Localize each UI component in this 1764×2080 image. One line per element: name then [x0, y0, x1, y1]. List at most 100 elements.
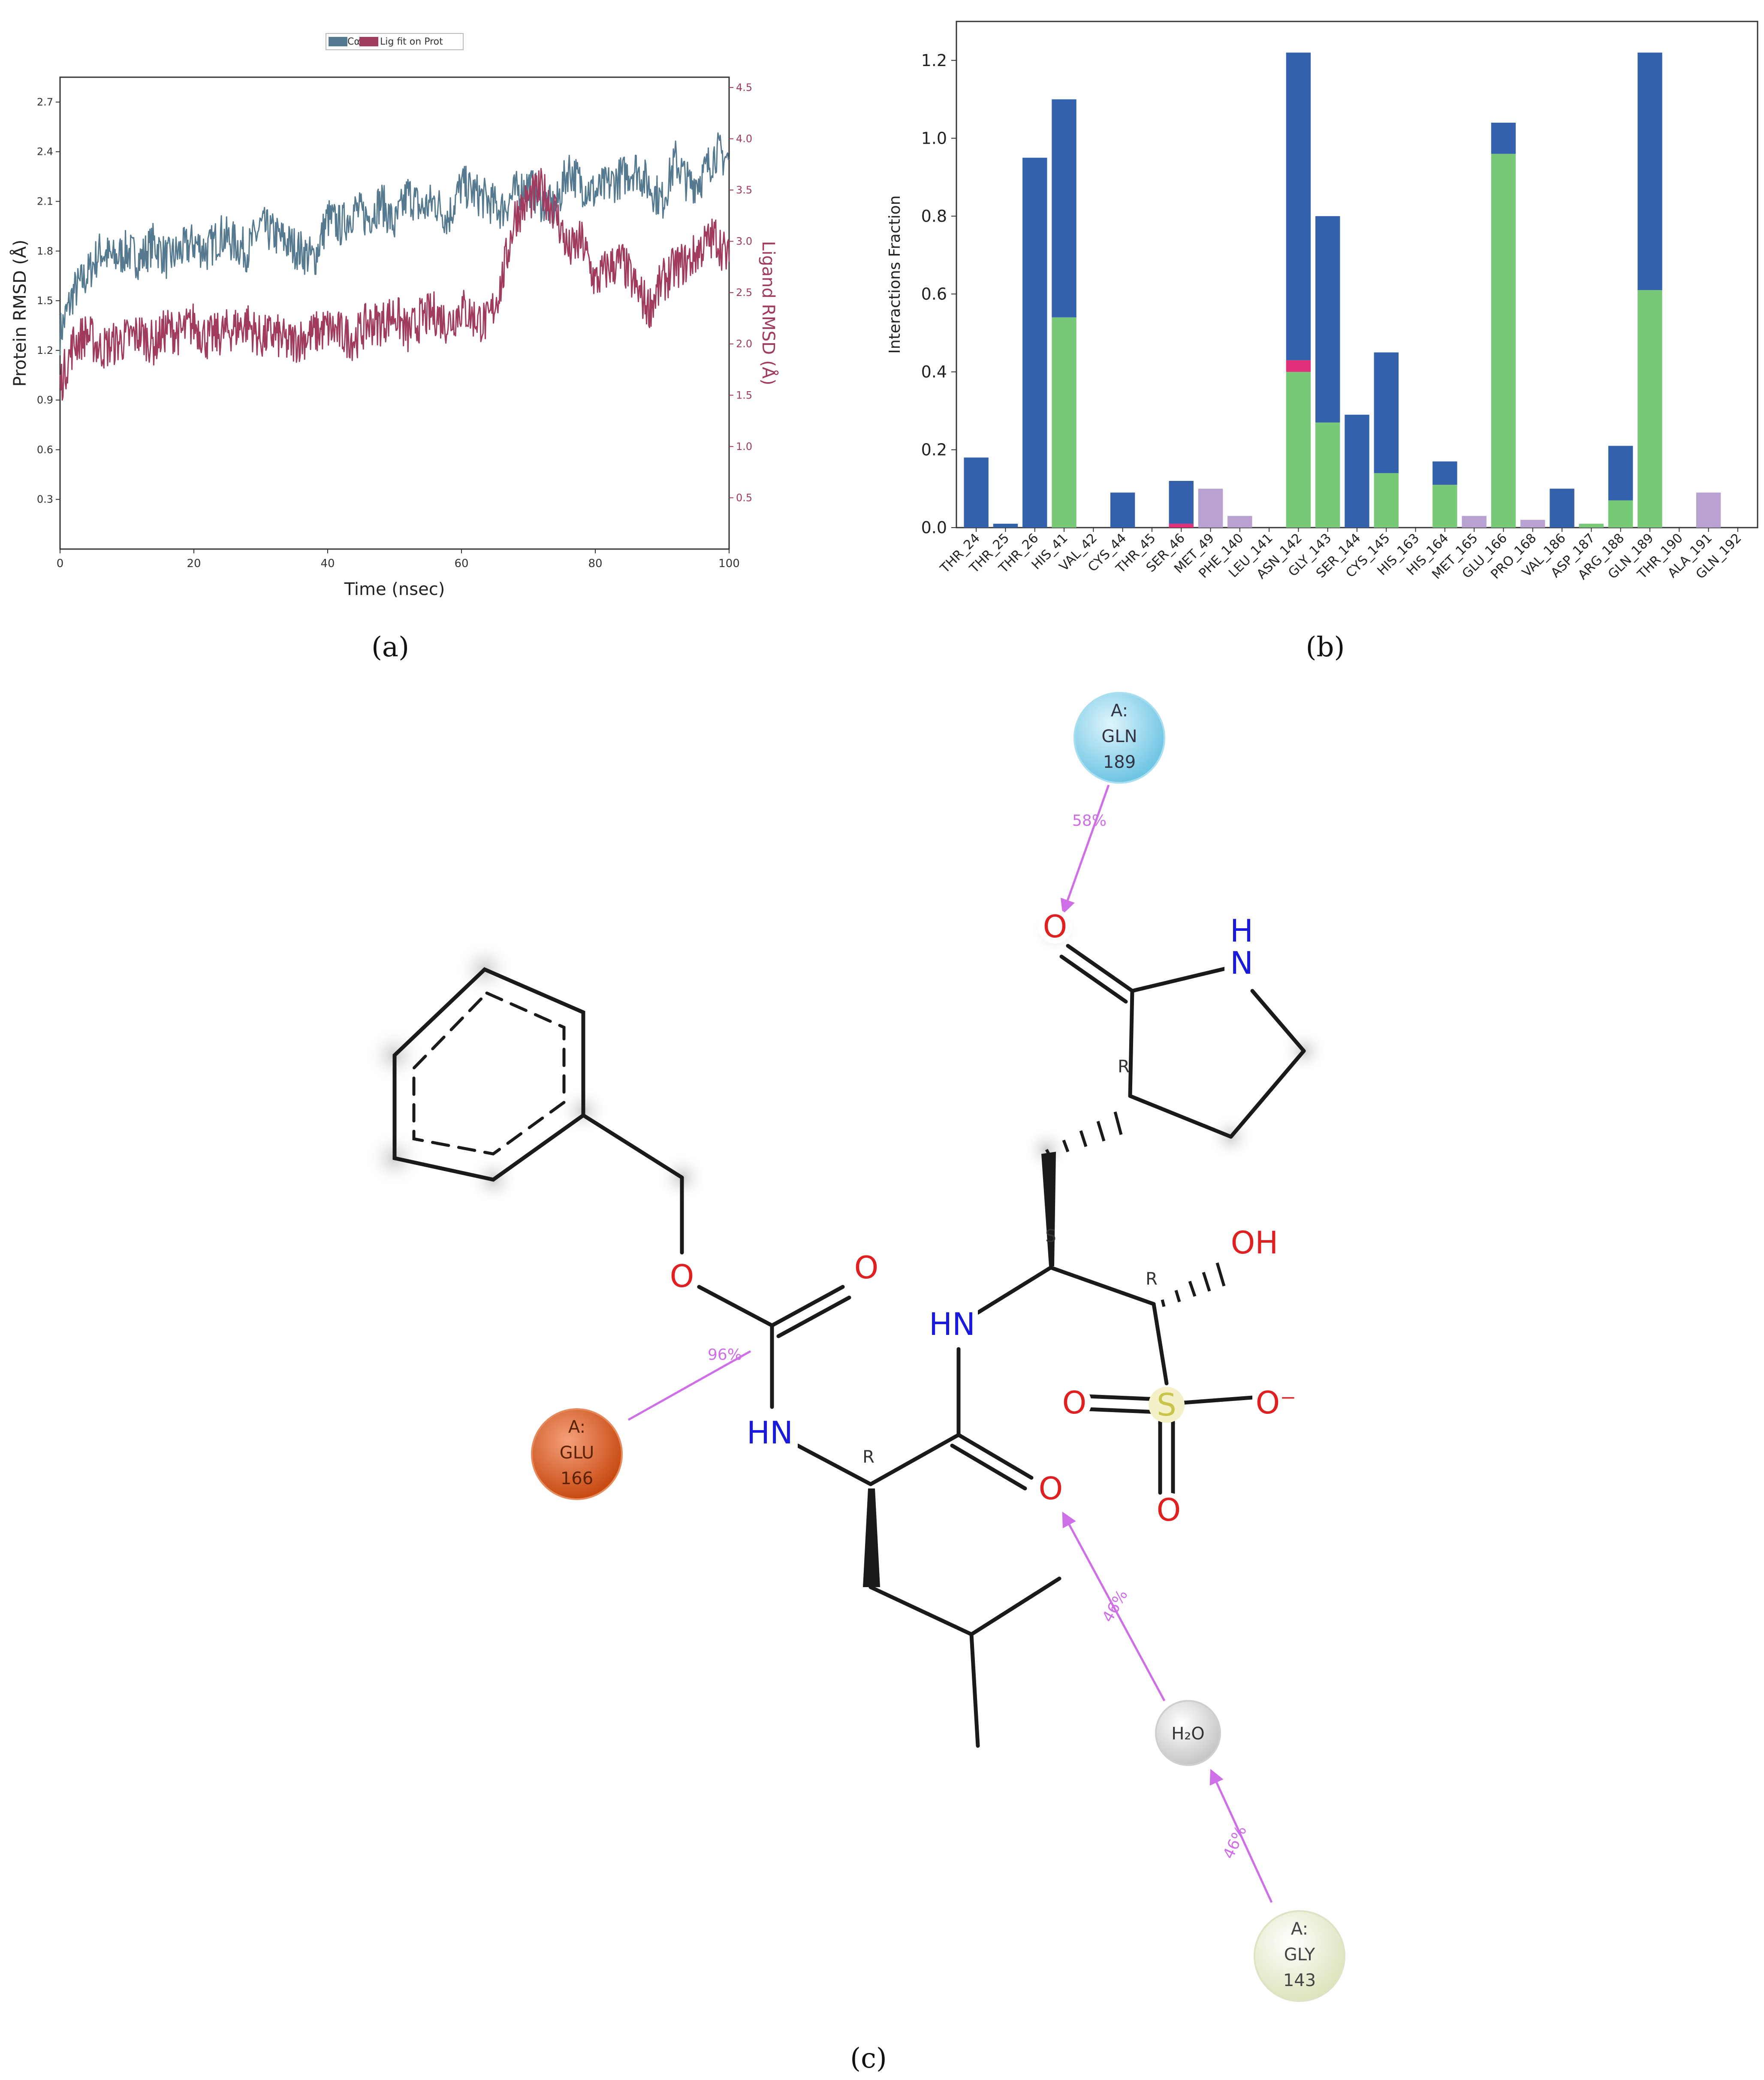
panel-a-ylabel-right: Ligand RMSD (Å) — [758, 241, 779, 386]
svg-text:143: 143 — [1283, 1971, 1316, 1990]
panel-a-legend: Cα Lig fit on Prot — [326, 33, 464, 50]
benzene-ring — [392, 967, 585, 1182]
panel-b-ytick-label: 0.8 — [921, 207, 947, 226]
bar-ser-46-ionic — [1169, 523, 1194, 528]
bar-cys-44-water-bridges — [1110, 492, 1135, 528]
panel-a-ytick-right-label: 3.0 — [736, 235, 752, 248]
bar-ala-191-hydrophobic — [1696, 492, 1721, 528]
panel-a-ytick-left-label: 0.6 — [37, 444, 53, 456]
panel-b-ytick-label: 0.6 — [921, 284, 947, 303]
panel-a-plot-area — [59, 76, 730, 550]
panel-a-xtick-label: 60 — [454, 557, 468, 570]
atom-o-sulfonyl-bottom: O — [1157, 1492, 1181, 1528]
panel-a-ytick-left-label: 0.3 — [37, 493, 53, 505]
hbond-labels: 58% 96% 46% 46% — [708, 812, 1250, 1862]
residue-gln189: A: GLN 189 — [1073, 692, 1165, 784]
hbond-glu166 — [627, 1350, 751, 1421]
benzene-inner-dashed — [412, 991, 566, 1156]
atom-o-ester: O — [670, 1258, 694, 1294]
panel-b-interaction-chart: 0.00.20.40.60.81.01.2THR_24THR_25THR_26H… — [886, 21, 1758, 583]
hbond-label-glu166: 96% — [708, 1346, 742, 1364]
ligand-bonds — [392, 944, 1306, 1748]
wedge-s-center — [1041, 1152, 1056, 1266]
atom-o-sulfonyl-right: O⁻ — [1256, 1385, 1297, 1421]
stereo-r-lactam: R — [1118, 1057, 1130, 1077]
svg-text:A:: A: — [568, 1417, 585, 1437]
svg-text:A:: A: — [1291, 1919, 1308, 1939]
panel-a-ytick-right-label: 1.0 — [736, 441, 752, 453]
residue-glu166: A: GLU 166 — [531, 1408, 623, 1500]
stereo-labels: R S R R — [862, 1057, 1158, 1467]
bar-thr-24-water-bridges — [964, 457, 989, 528]
hbond-water-bottom — [1209, 1769, 1273, 1903]
bar-gly-143-h-bonds — [1315, 422, 1340, 528]
atom-o-carbonyl: O — [854, 1250, 879, 1286]
panel-a-ytick-left-label: 1.2 — [37, 344, 53, 356]
panel-a-ytick-left-label: 1.5 — [37, 295, 53, 307]
atom-o-lactam: O — [1043, 909, 1067, 945]
atom-o-sulfonyl-left: O — [1062, 1385, 1087, 1421]
bar-his-41-water-bridges — [1052, 99, 1076, 317]
svg-text:GLN: GLN — [1101, 727, 1137, 746]
atom-n-lactam: N — [1230, 945, 1253, 981]
bar-arg-188-water-bridges — [1608, 446, 1633, 501]
panel-a-series-line-ligand — [59, 168, 730, 401]
panel-a-ytick-right-label: 1.5 — [736, 389, 752, 401]
legend-swatch-lig — [359, 37, 378, 46]
panel-a-ytick-right-label: 0.5 — [736, 492, 752, 504]
bar-met-165-hydrophobic — [1462, 516, 1487, 528]
hbond-label-water-top: 46% — [1099, 1587, 1131, 1625]
panel-b-ytick-label: 1.2 — [921, 51, 947, 70]
bar-ser-46-water-bridges — [1169, 481, 1194, 524]
wedge-leu — [863, 1488, 880, 1587]
atom-s: S — [1157, 1387, 1176, 1423]
panel-a-series — [59, 132, 730, 401]
panel-a-ytick-right-label: 2.0 — [736, 338, 752, 350]
bar-cys-145-h-bonds — [1374, 473, 1399, 528]
panel-a-ytick-left-label: 2.7 — [37, 96, 53, 108]
panel-a-xtick-label: 100 — [718, 557, 740, 570]
panel-a-xtick-label: 0 — [57, 557, 64, 570]
panel-b-ytick-label: 0.4 — [921, 362, 947, 381]
bar-his-164-water-bridges — [1432, 461, 1457, 485]
panel-a-ytick-right-label: 4.5 — [736, 82, 752, 94]
legend-label-lig: Lig fit on Prot — [380, 36, 443, 47]
panel-a-ylabel-left: Protein RMSD (Å) — [9, 240, 30, 387]
stereo-r-leu: R — [862, 1447, 874, 1467]
panel-label-c: (c) — [850, 2043, 887, 2074]
bar-glu-166-water-bridges — [1491, 123, 1516, 154]
panel-b-bars — [964, 52, 1721, 528]
bar-his-164-h-bonds — [1432, 485, 1457, 528]
panel-c-ligand-interaction-diagram: 58% 96% 46% 46% O H N O O HN HN O OH O — [365, 692, 1345, 2002]
panel-labels: (a) (b) (c) — [371, 631, 1345, 2074]
hbond-label-water-bottom: 46% — [1220, 1823, 1250, 1862]
panel-a-ytick-left-label: 2.4 — [37, 146, 53, 158]
panel-a-ytick-right-label: 3.5 — [736, 184, 752, 196]
panel-a-rmsd-chart: 0 20 40 60 80 100 0.3 0.6 0.9 1.2 1.5 1.8 2.1 2.4 2.7 0… — [9, 33, 779, 599]
bar-glu-166-h-bonds — [1491, 154, 1516, 528]
atom-labels: O H N O O HN HN O OH O S O⁻ O — [665, 909, 1300, 1528]
bar-met-49-hydrophobic — [1198, 489, 1223, 528]
bar-gln-189-water-bridges — [1637, 52, 1662, 290]
residue-water: H₂O — [1155, 1700, 1221, 1766]
hbond-gln189 — [1060, 785, 1110, 915]
bar-gly-143-water-bridges — [1315, 216, 1340, 423]
svg-text:166: 166 — [561, 1469, 593, 1488]
panel-a-ytick-left-label: 1.8 — [37, 245, 53, 257]
stereo-bonds — [863, 1152, 1056, 1587]
panel-b-ytick-label: 0.0 — [921, 518, 947, 537]
panel-a-xlabel: Time (nsec) — [344, 580, 445, 599]
bar-val-186-water-bridges — [1550, 489, 1574, 528]
bar-cys-145-water-bridges — [1374, 352, 1399, 473]
residue-gly143: A: GLY 143 — [1254, 1910, 1345, 2002]
stereo-r-hydroxy: R — [1146, 1269, 1158, 1289]
atom-oh: OH — [1231, 1225, 1279, 1261]
panel-a-xtick-label: 80 — [588, 557, 602, 570]
hbond-label-gln189: 58% — [1072, 812, 1107, 830]
svg-text:189: 189 — [1103, 752, 1136, 772]
bar-his-41-h-bonds — [1052, 317, 1076, 528]
panel-b-ytick-label: 1.0 — [921, 129, 947, 148]
panel-b-ylabel: Interactions Fraction — [886, 195, 904, 353]
bar-phe-140-hydrophobic — [1227, 516, 1252, 528]
panel-a-xtick-label: 40 — [320, 557, 335, 570]
